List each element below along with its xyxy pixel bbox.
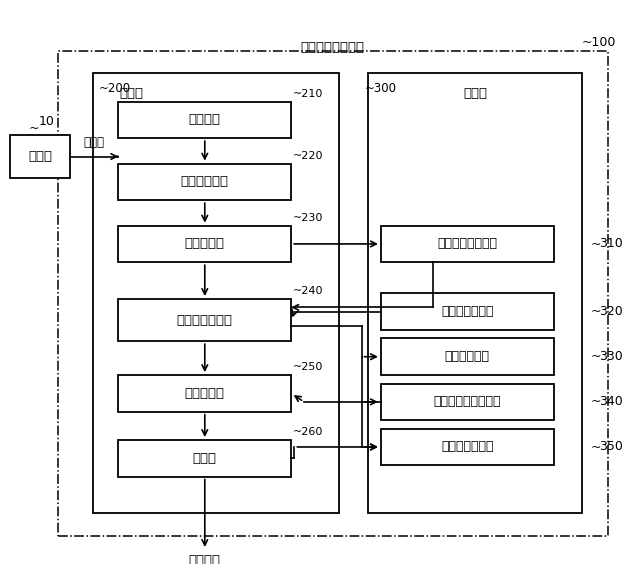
FancyBboxPatch shape — [381, 429, 554, 465]
Text: 10: 10 — [38, 114, 54, 128]
Text: 基準関数データ: 基準関数データ — [441, 305, 493, 318]
FancyBboxPatch shape — [118, 226, 291, 262]
Text: ~: ~ — [591, 440, 601, 453]
FancyBboxPatch shape — [118, 375, 291, 412]
Text: 出力部: 出力部 — [193, 452, 217, 465]
FancyBboxPatch shape — [118, 164, 291, 200]
Text: 動画像: 動画像 — [84, 136, 105, 149]
Text: 330: 330 — [599, 350, 623, 363]
Text: ~230: ~230 — [292, 213, 323, 223]
FancyBboxPatch shape — [381, 293, 554, 330]
Text: ~210: ~210 — [292, 89, 323, 99]
FancyBboxPatch shape — [381, 338, 554, 375]
Text: 時系列波形データ: 時系列波形データ — [437, 237, 497, 250]
FancyBboxPatch shape — [381, 384, 554, 420]
FancyBboxPatch shape — [10, 135, 70, 178]
Text: ~300: ~300 — [365, 82, 397, 95]
Text: 制御部: 制御部 — [119, 86, 143, 100]
FancyBboxPatch shape — [118, 102, 291, 138]
Text: カメラ: カメラ — [28, 150, 52, 163]
Text: ~: ~ — [591, 237, 601, 250]
FancyBboxPatch shape — [58, 51, 608, 536]
Text: ~200: ~200 — [99, 82, 131, 95]
Text: 脈拍周期検出装置: 脈拍周期検出装置 — [301, 41, 365, 55]
Text: 顔検出部: 顔検出部 — [189, 113, 221, 126]
Text: 350: 350 — [599, 440, 623, 453]
Text: 310: 310 — [599, 237, 623, 250]
Text: ~: ~ — [591, 350, 601, 363]
Text: 340: 340 — [599, 395, 623, 408]
Text: ゼロクロス点データ: ゼロクロス点データ — [433, 395, 501, 408]
FancyBboxPatch shape — [118, 299, 291, 341]
Text: ~: ~ — [591, 305, 601, 318]
FancyBboxPatch shape — [368, 73, 582, 513]
FancyBboxPatch shape — [381, 226, 554, 262]
Text: 単位周期算出部: 単位周期算出部 — [177, 314, 233, 327]
Text: 輝度値取得部: 輝度値取得部 — [181, 175, 229, 188]
Text: ~220: ~220 — [292, 151, 323, 161]
Text: ~100: ~100 — [581, 36, 616, 49]
Text: ~: ~ — [591, 395, 601, 408]
Text: 脈波検出部: 脈波検出部 — [185, 237, 225, 250]
Text: 微分値データ: 微分値データ — [445, 350, 490, 363]
Text: 単位周期データ: 単位周期データ — [441, 440, 493, 453]
Text: 記憶部: 記憶部 — [463, 86, 487, 100]
FancyBboxPatch shape — [118, 440, 291, 477]
Text: ~: ~ — [28, 122, 39, 135]
Text: ~240: ~240 — [292, 286, 323, 296]
Text: ~250: ~250 — [292, 362, 323, 372]
Text: 脈拍周期: 脈拍周期 — [189, 554, 221, 564]
Text: 320: 320 — [599, 305, 623, 318]
Text: ~260: ~260 — [292, 427, 323, 437]
Text: 統計処理部: 統計処理部 — [185, 387, 225, 400]
FancyBboxPatch shape — [93, 73, 339, 513]
